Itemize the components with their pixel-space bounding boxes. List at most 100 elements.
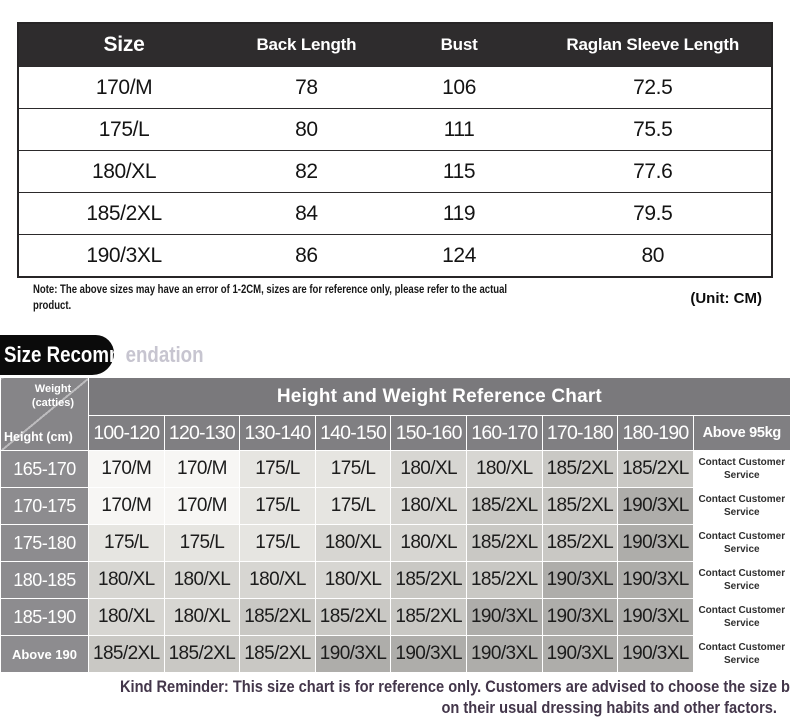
weight-range-header: 150-160 [390, 415, 467, 451]
kind-reminder: Kind Reminder: This size chart is for re… [119, 677, 790, 718]
recommended-size-cell: 170/M [88, 487, 165, 525]
heading-plain-text: endation [125, 342, 204, 367]
recommended-size-cell: 185/2XL [465, 524, 543, 562]
back-length-column-header: Back Length [229, 23, 384, 67]
size-value: 175/L [18, 108, 230, 151]
bust-value: 119 [383, 192, 535, 235]
contact-customer-service-cell: Contact Customer Service [692, 561, 790, 599]
unit-label: (Unit: CM) [690, 289, 762, 307]
weight-range-header: 130-140 [239, 415, 316, 451]
bust-column-header: Bust [383, 23, 535, 67]
table-row: 185-190 180/XL 180/XL 185/2XL 185/2XL 18… [0, 598, 790, 636]
height-weight-table: Weight (catties) Height (cm) Height and … [0, 377, 790, 673]
size-note: Note: The above sizes may have an error … [33, 282, 507, 314]
height-range-header: Above 190 [0, 635, 89, 673]
recommended-size-cell: 180/XL [314, 524, 392, 562]
raglan-sleeve-column-header: Raglan Sleeve Length [534, 23, 772, 67]
height-weight-title: Height and Weight Reference Chart [88, 377, 790, 416]
recommended-size-cell: 180/XL [390, 487, 467, 525]
recommended-size-cell: 185/2XL [163, 635, 241, 673]
weight-range-header: 140-150 [314, 415, 392, 451]
table-row: 180/XL 82 115 77.6 [18, 150, 772, 193]
bust-value: 115 [383, 150, 535, 193]
size-recommendation-heading: Size Recommendation [0, 334, 400, 375]
table-row: 190/3XL 86 124 80 [18, 234, 772, 277]
recommended-size-cell: 175/L [88, 524, 165, 562]
table-row: 170-175 170/M 170/M 175/L 175/L 180/XL 1… [0, 487, 790, 525]
height-axis-label: Height (cm) [4, 430, 73, 444]
size-spec-table: Size Back Length Bust Raglan Sleeve Leng… [17, 22, 773, 278]
table-row: 180-185 180/XL 180/XL 180/XL 180/XL 185/… [0, 561, 790, 599]
recommended-size-cell: 190/3XL [617, 561, 694, 599]
contact-customer-service-cell: Contact Customer Service [692, 598, 790, 636]
weight-header-row: 100-120 120-130 130-140 140-150 150-160 … [1, 415, 790, 451]
recommended-size-cell: 190/3XL [541, 561, 619, 599]
size-recommendation-title: Size Recommendation [4, 334, 204, 375]
heading-highlighted-text: Size Recomm [4, 342, 126, 367]
kind-reminder-line: Kind Reminder: This size chart is for re… [119, 677, 790, 696]
recommended-size-cell: 190/3XL [617, 524, 694, 562]
bust-value: 124 [383, 234, 535, 277]
note-row: Note: The above sizes may have an error … [33, 282, 762, 314]
table-row: Above 190 185/2XL 185/2XL 185/2XL 190/3X… [0, 635, 790, 673]
recommended-size-cell: 185/2XL [390, 561, 467, 599]
recommended-size-cell: 175/L [314, 487, 392, 525]
bust-value: 111 [383, 108, 535, 151]
kind-reminder-line: on their usual dressing habits and other… [441, 697, 777, 717]
raglan-sleeve-value: 80 [534, 234, 772, 277]
above-95kg-header: Above 95kg [692, 415, 790, 451]
table-row: 165-170 170/M 170/M 175/L 175/L 180/XL 1… [0, 450, 790, 488]
recommended-size-cell: 185/2XL [541, 450, 619, 488]
recommended-size-cell: 170/M [163, 487, 241, 525]
recommended-size-cell: 175/L [239, 450, 316, 488]
recommended-size-cell: 180/XL [163, 561, 241, 599]
table-row: 185/2XL 84 119 79.5 [18, 192, 772, 235]
contact-customer-service-cell: Contact Customer Service [692, 635, 790, 673]
contact-customer-service-cell: Contact Customer Service [692, 450, 790, 488]
recommended-size-cell: 180/XL [390, 450, 467, 488]
recommended-size-cell: 185/2XL [465, 561, 543, 599]
size-value: 180/XL [18, 150, 230, 193]
recommended-size-cell: 180/XL [465, 450, 543, 488]
contact-customer-service-cell: Contact Customer Service [692, 524, 790, 562]
recommended-size-cell: 180/XL [88, 561, 165, 599]
weight-axis-label: Weight (catties) [31, 383, 75, 410]
size-column-header: Size [18, 23, 230, 67]
back-length-value: 84 [229, 192, 384, 235]
recommended-size-cell: 190/3XL [314, 635, 392, 673]
recommended-size-cell: 175/L [163, 524, 241, 562]
recommended-size-cell: 190/3XL [465, 598, 543, 636]
weight-range-header: 100-120 [88, 415, 165, 451]
recommended-size-cell: 185/2XL [88, 635, 165, 673]
recommended-size-cell: 190/3XL [541, 598, 619, 636]
size-note-line: product. [33, 300, 72, 313]
recommended-size-cell: 180/XL [390, 524, 467, 562]
back-length-value: 78 [229, 66, 384, 109]
height-range-header: 180-185 [0, 561, 89, 599]
weight-range-header: 180-190 [617, 415, 694, 451]
diagonal-corner-cell: Weight (catties) Height (cm) [0, 377, 89, 451]
size-value: 190/3XL [18, 234, 230, 277]
recommended-size-cell: 185/2XL [541, 524, 619, 562]
raglan-sleeve-value: 79.5 [534, 192, 772, 235]
recommended-size-cell: 190/3XL [541, 635, 619, 673]
recommended-size-cell: 180/XL [88, 598, 165, 636]
recommended-size-cell: 180/XL [239, 561, 316, 599]
recommended-size-cell: 170/M [163, 450, 241, 488]
height-range-header: 185-190 [0, 598, 89, 636]
recommended-size-cell: 190/3XL [617, 487, 694, 525]
recommended-size-cell: 175/L [239, 524, 316, 562]
recommended-size-cell: 185/2XL [239, 635, 316, 673]
recommended-size-cell: 175/L [239, 487, 316, 525]
weight-range-header: 170-180 [541, 415, 619, 451]
recommended-size-cell: 190/3XL [465, 635, 543, 673]
size-value: 170/M [18, 66, 230, 109]
table-row: 170/M 78 106 72.5 [18, 66, 772, 109]
back-length-value: 82 [229, 150, 384, 193]
table-row: 175/L 80 111 75.5 [18, 108, 772, 151]
recommended-size-cell: 185/2XL [465, 487, 543, 525]
recommended-size-cell: 185/2XL [239, 598, 316, 636]
raglan-sleeve-value: 72.5 [534, 66, 772, 109]
back-length-value: 86 [229, 234, 384, 277]
table-title-row: Weight (catties) Height (cm) Height and … [0, 377, 790, 451]
